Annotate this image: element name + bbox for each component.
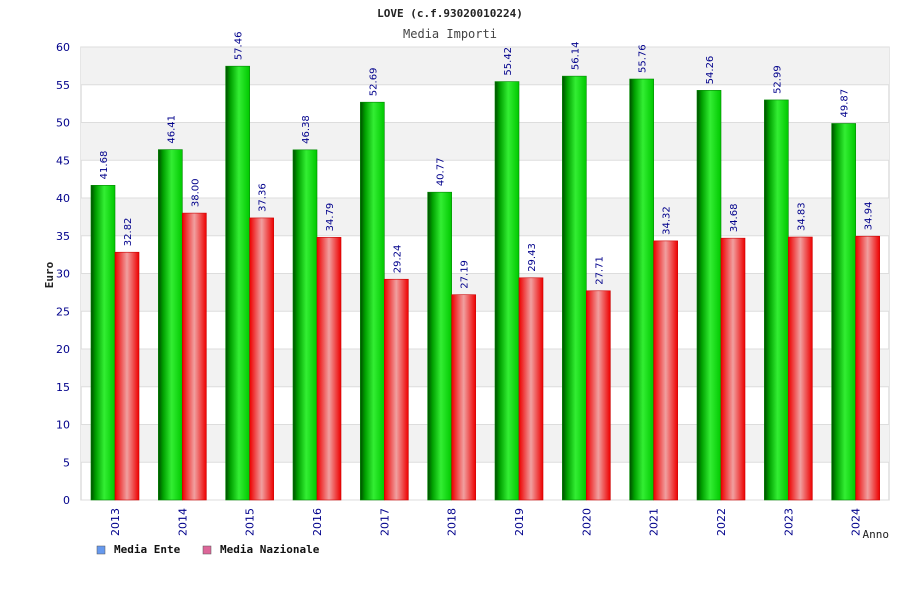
bar-value-label: 34.79	[325, 203, 336, 232]
grid-band	[81, 349, 889, 387]
bar-value-label: 29.43	[527, 243, 538, 272]
bar-media-ente-2017	[360, 101, 385, 501]
bar-media-nazionale-2018	[451, 294, 476, 501]
bar-value-label: 34.94	[864, 202, 875, 231]
bar-value-label: 37.36	[258, 183, 269, 212]
bar-media-nazionale-2017	[384, 278, 409, 501]
x-tick-label: 2016	[311, 508, 324, 536]
grid-band	[81, 198, 889, 236]
x-tick-label: 2017	[378, 508, 391, 536]
y-tick-label: 30	[56, 268, 70, 281]
bar-value-label: 52.69	[368, 68, 379, 97]
x-tick-label: 2020	[580, 508, 593, 536]
bar-media-ente-2020	[562, 75, 587, 501]
x-tick-label: 2018	[446, 508, 459, 536]
bar-value-label: 46.38	[301, 115, 312, 144]
x-tick-label: 2024	[850, 508, 863, 536]
x-tick-label: 2014	[176, 508, 189, 536]
bar-value-label: 40.77	[436, 158, 447, 187]
y-tick-label: 25	[56, 305, 70, 318]
bar-media-ente-2022	[696, 90, 722, 501]
y-tick-label: 15	[56, 381, 70, 394]
bar-media-ente-2019	[494, 81, 520, 501]
gridlines	[81, 46, 889, 501]
bar-value-label: 29.24	[392, 245, 403, 274]
x-tick-label: 2023	[782, 508, 795, 536]
bar-value-label: 57.46	[234, 32, 245, 61]
y-tick-label: 55	[56, 79, 70, 92]
y-tick-label: 5	[63, 456, 70, 469]
legend-swatch-media-nazionale	[202, 545, 212, 555]
y-tick-label: 35	[56, 230, 70, 243]
bar-value-labels: 41.68 32.82 46.41 38.00 57.46 37.36 46.38 34.79…	[99, 32, 875, 289]
y-tick-label: 10	[56, 419, 70, 432]
bar-value-label: 34.32	[662, 206, 673, 235]
bar-media-ente-2024	[831, 123, 856, 501]
bar-media-nazionale-2014	[182, 212, 207, 501]
bar-media-nazionale-2020	[586, 290, 611, 501]
y-tick-label: 45	[56, 154, 70, 167]
bar-value-label: 46.41	[166, 115, 177, 144]
x-tick-label: 2021	[648, 508, 661, 536]
x-tick-label: 2022	[715, 508, 728, 536]
y-tick-label: 60	[56, 41, 70, 54]
grid-band	[81, 122, 889, 161]
bar-media-ente-2021	[629, 78, 654, 501]
x-axis-label: Anno	[863, 528, 890, 541]
bar-value-label: 34.68	[729, 204, 740, 233]
bar-value-label: 49.87	[840, 89, 851, 118]
bar-media-ente-2018	[427, 191, 452, 501]
x-tick-label: 2015	[244, 508, 257, 536]
y-axis: 0 5 10 15 20 25 30 35 40 45 50 55 60	[56, 41, 70, 507]
y-axis-label: Euro	[43, 261, 56, 288]
bar-media-nazionale-2021	[653, 240, 678, 501]
bar-value-label: 56.14	[570, 42, 581, 71]
bar-value-label: 27.19	[460, 260, 471, 289]
legend-label-media-ente: Media Ente	[114, 543, 181, 556]
bar-value-label: 27.71	[594, 256, 605, 285]
y-tick-label: 50	[56, 117, 70, 130]
bar-value-label: 32.82	[123, 218, 134, 247]
bar-media-nazionale-2019	[518, 277, 544, 501]
grid-band	[81, 273, 889, 312]
grid-band	[81, 424, 889, 463]
y-tick-label: 0	[63, 494, 70, 507]
x-tick-label: 2013	[109, 508, 122, 536]
legend-swatch-media-ente	[96, 545, 106, 555]
bar-value-label: 54.26	[705, 56, 716, 85]
bars	[90, 65, 880, 501]
y-tick-label: 20	[56, 343, 70, 356]
y-tick-label: 40	[56, 192, 70, 205]
bar-media-nazionale-2015	[249, 217, 274, 501]
bar-media-nazionale-2024	[855, 235, 880, 501]
bar-value-label: 55.76	[638, 44, 649, 73]
bar-media-ente-2014	[158, 149, 183, 501]
bar-value-label: 41.68	[99, 151, 110, 180]
bar-media-ente-2015	[225, 65, 250, 501]
bar-value-label: 34.83	[796, 202, 807, 231]
legend: Media Ente Media Nazionale	[96, 543, 320, 556]
bar-value-label: 52.99	[772, 65, 783, 94]
chart-subtitle: Media Importi	[403, 27, 497, 41]
bar-media-nazionale-2016	[316, 237, 342, 501]
bar-media-nazionale-2022	[720, 237, 746, 501]
x-tick-label: 2019	[513, 508, 526, 536]
legend-label-media-nazionale: Media Nazionale	[220, 543, 320, 556]
bar-media-ente-2013	[90, 185, 116, 501]
bar-value-label: 38.00	[190, 178, 201, 207]
bar-media-nazionale-2013	[114, 251, 140, 501]
x-axis: 2013 2014 2015 2016 2017 2018 2019 2020 2021 2022…	[109, 508, 863, 536]
chart-title: LOVE (c.f.93020010224)	[377, 7, 523, 20]
grid-band	[81, 47, 889, 85]
bar-media-ente-2016	[292, 149, 318, 501]
bar-media-nazionale-2023	[788, 236, 813, 501]
bar-media-ente-2023	[764, 99, 789, 501]
bar-value-label: 55.42	[503, 47, 514, 76]
